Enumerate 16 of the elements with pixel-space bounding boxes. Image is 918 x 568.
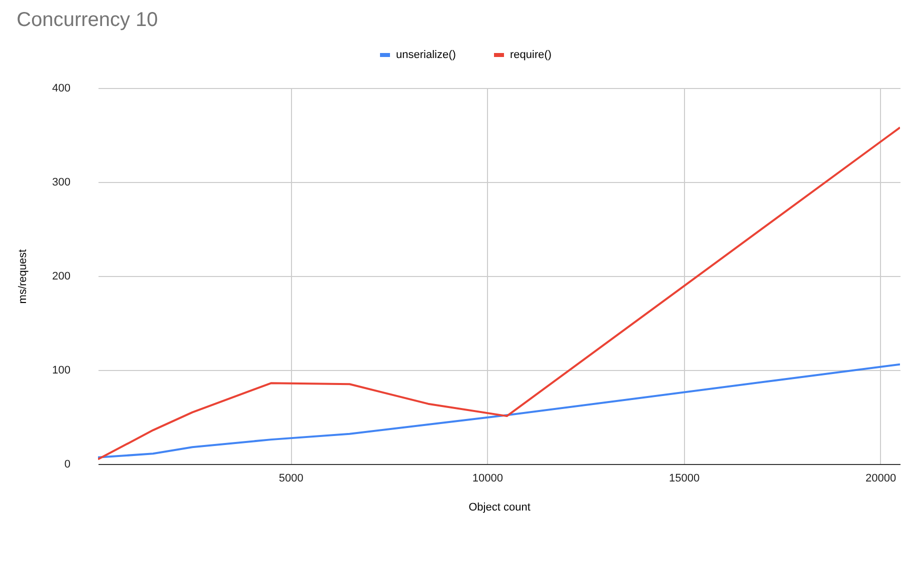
line-series	[98, 363, 900, 458]
x-tick-label: 20000	[866, 472, 896, 484]
y-axis-title: ms/request	[17, 249, 30, 304]
y-tick-label: 200	[52, 270, 70, 282]
legend-label: require()	[510, 49, 552, 61]
y-tick-label: 400	[52, 82, 70, 94]
y-tick-label: 300	[52, 176, 70, 188]
legend-label: unserialize()	[396, 49, 456, 61]
x-tick-label: 10000	[472, 472, 504, 484]
x-tick-label: 5000	[278, 472, 304, 484]
x-axis-title: Object count	[468, 502, 530, 514]
chart-title: Concurrency 10	[16, 9, 158, 31]
y-tick-label: 100	[52, 364, 70, 376]
x-tick-label: 15000	[668, 472, 700, 484]
line-series	[98, 126, 900, 460]
y-tick-label: 0	[64, 458, 70, 470]
